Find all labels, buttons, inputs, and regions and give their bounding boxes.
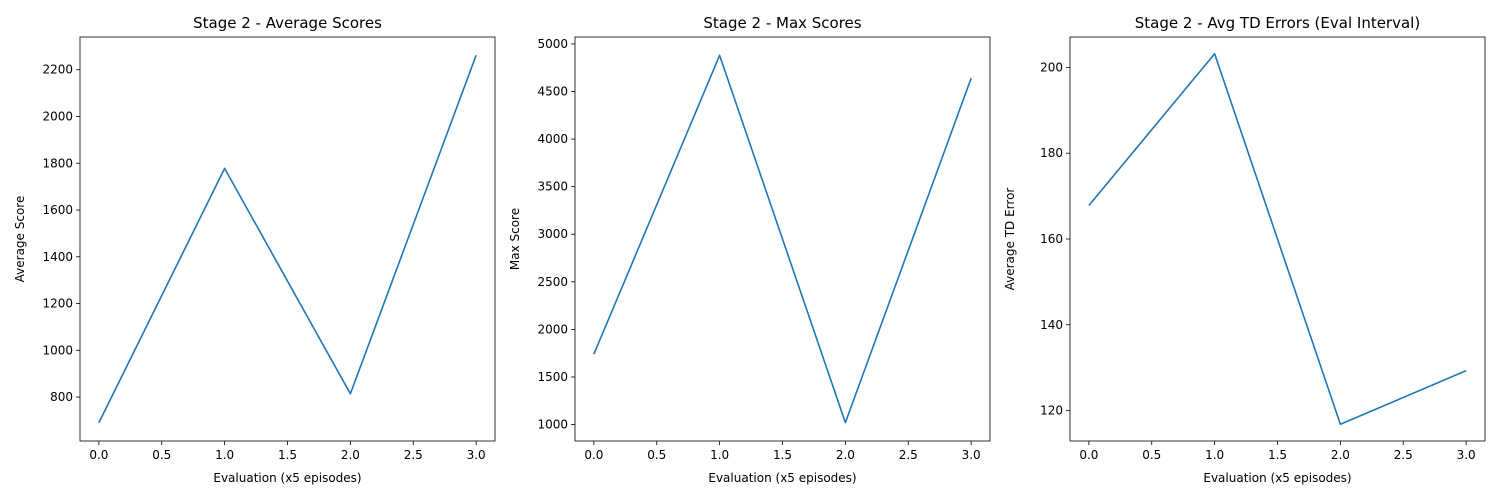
chart-panel-2: 0.0 0.5 1.0 1.5 2.0 2.5 3.0 1000 1500 2000 2500 300… [508,14,991,485]
y-tick-label: 2000 [537,322,568,336]
y-tick-label: 180 [1040,146,1063,160]
y-tick-label: 2500 [537,275,568,289]
axes-frame [79,36,496,442]
x-tick-label: 2.0 [1331,448,1350,462]
y-tick-label: 4500 [537,85,568,99]
x-tick-label: 2.5 [1394,448,1413,462]
x-tick-label: 0.5 [1142,448,1161,462]
chart-title: Stage 2 - Average Scores [193,14,382,32]
x-tick-label: 3.0 [1457,448,1476,462]
x-tick-label: 1.5 [278,448,297,462]
series-line [98,54,477,424]
x-tick-label: 0.0 [1079,448,1098,462]
x-tick-label: 3.0 [467,448,486,462]
x-tick-label: 2.0 [836,448,855,462]
y-tick-label: 4000 [537,132,568,146]
x-tick-label: 3.0 [962,448,981,462]
x-tick-label: 2.0 [341,448,360,462]
y-tick-label: 1400 [42,250,73,264]
x-tick-label: 2.5 [899,448,918,462]
x-tick-label: 0.5 [152,448,171,462]
y-tick-label: 1800 [42,156,73,170]
y-tick-label: 1200 [42,297,73,311]
y-tick-label: 200 [1040,60,1063,74]
series-line [593,54,972,424]
x-tick-label: 1.0 [1205,448,1224,462]
y-tick-label: 3000 [537,227,568,241]
y-tick-label: 1500 [537,370,568,384]
chart-panel-1: 0.0 0.5 1.0 1.5 2.0 2.5 3.0 800 1000 1200 1400 1600… [13,14,496,485]
y-tick-label: 2000 [42,109,73,123]
x-tick-label: 0.0 [89,448,108,462]
y-tick-label: 1600 [42,203,73,217]
y-tick-label: 2200 [42,63,73,77]
y-tick-label: 5000 [537,37,568,51]
x-tick-label: 0.5 [647,448,666,462]
y-axis-label: Average Score [13,196,27,283]
x-tick-label: 2.5 [404,448,423,462]
y-axis-label: Max Score [508,208,522,270]
x-tick-label: 1.0 [710,448,729,462]
y-tick-label: 120 [1040,404,1063,418]
x-tick-label: 1.0 [215,448,234,462]
x-tick-label: 1.5 [1268,448,1287,462]
y-tick-label: 3500 [537,180,568,194]
chart-title: Stage 2 - Avg TD Errors (Eval Interval) [1135,14,1420,32]
series-line [1088,52,1467,426]
y-tick-label: 160 [1040,232,1063,246]
y-tick-label: 800 [50,390,73,404]
y-tick-label: 140 [1040,318,1063,332]
x-axis-label: Evaluation (x5 episodes) [708,471,856,485]
x-axis-label: Evaluation (x5 episodes) [213,471,361,485]
y-tick-label: 1000 [537,418,568,432]
y-axis-label: Average TD Error [1003,188,1017,291]
x-tick-label: 0.0 [584,448,603,462]
chart-title: Stage 2 - Max Scores [703,14,861,32]
y-tick-label: 1000 [42,343,73,357]
x-tick-label: 1.5 [773,448,792,462]
x-axis-label: Evaluation (x5 episodes) [1203,471,1351,485]
chart-panel-3: 0.0 0.5 1.0 1.5 2.0 2.5 3.0 120 140 160 180 200 Stag… [1003,14,1486,485]
